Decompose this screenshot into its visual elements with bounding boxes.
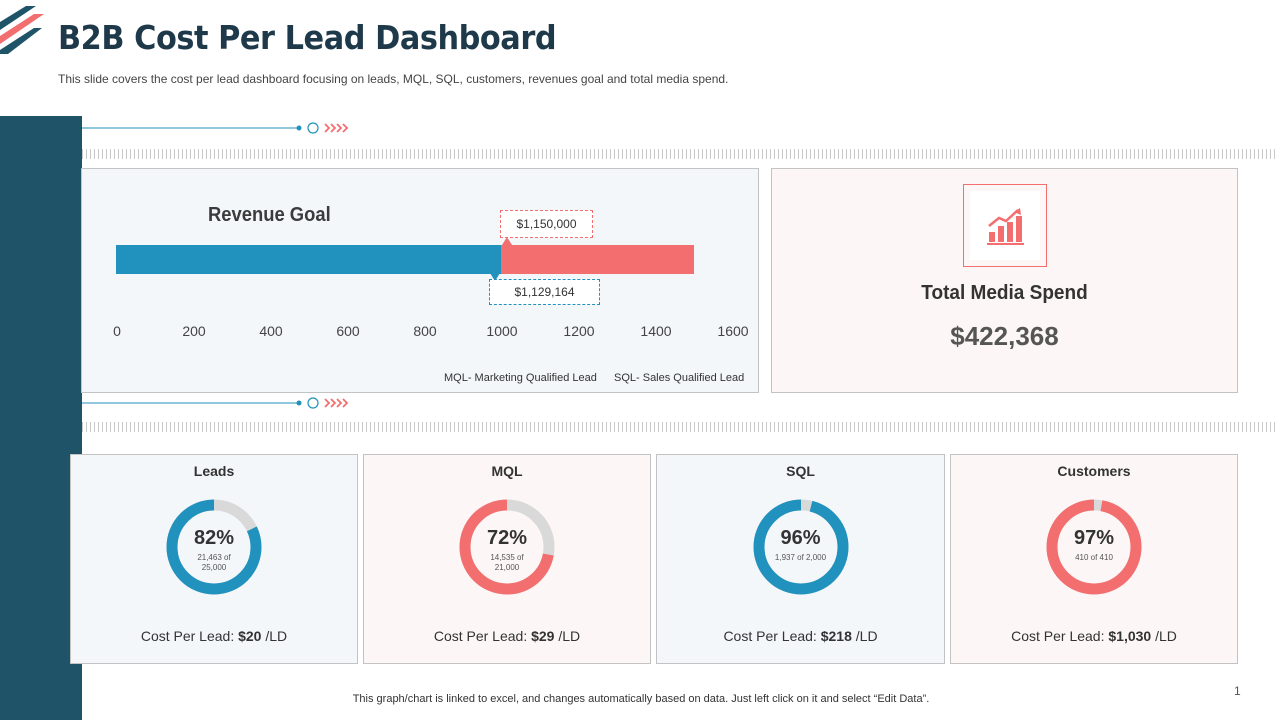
axis-tick-label: 600 bbox=[336, 323, 360, 339]
sql-definition: SQL- Sales Qualified Lead bbox=[614, 372, 745, 384]
logo-stripes-icon bbox=[0, 6, 44, 54]
progress-donut: 97% 410 of 410 bbox=[1044, 497, 1144, 597]
footer-note: This graph/chart is linked to excel, and… bbox=[352, 693, 930, 705]
revenue-bar-remaining[interactable] bbox=[501, 245, 694, 274]
donut-ring bbox=[166, 499, 262, 595]
kpi-card-sql[interactable]: SQL 96% 1,937 of 2,000 Cost Per Lead: $2… bbox=[656, 454, 945, 664]
kpi-title: SQL bbox=[786, 463, 815, 479]
kpi-title: MQL bbox=[491, 463, 523, 479]
donut-percent: 97% bbox=[1073, 527, 1115, 549]
axis-tick-label: 1200 bbox=[563, 323, 595, 339]
kpi-card-customers[interactable]: Customers 97% 410 of 410 Cost Per Lead: … bbox=[950, 454, 1238, 664]
media-spend-panel: Total Media Spend $422,368 bbox=[771, 168, 1238, 393]
sidebar-accent bbox=[0, 116, 82, 720]
connector-decoration bbox=[82, 395, 362, 411]
donut-percent: 96% bbox=[780, 527, 821, 549]
media-icon-frame bbox=[963, 184, 1047, 267]
media-spend-value: $422,368 bbox=[950, 321, 1059, 351]
donut-progress-arc bbox=[166, 499, 262, 595]
axis-tick-label: 1000 bbox=[486, 323, 518, 339]
revenue-bar-achieved[interactable] bbox=[116, 245, 501, 274]
donut-percent: 82% bbox=[193, 527, 235, 549]
kpi-card-leads[interactable]: Leads 82% 21,463 of 25,000 Cost Per Lead:… bbox=[70, 454, 358, 664]
revenue-goal-title: Revenue Goal bbox=[208, 204, 331, 226]
donut-progress-arc bbox=[753, 499, 848, 595]
page-title: B2B Cost Per Lead Dashboard bbox=[58, 18, 557, 57]
donut-detail: 1,937 of 2,000 bbox=[774, 553, 827, 562]
progress-donut: 72% 14,535 of 21,000 bbox=[457, 497, 557, 597]
donut-detail: 410 of 410 bbox=[1075, 553, 1113, 562]
hatch-divider bbox=[82, 422, 1278, 432]
revenue-goal-panel[interactable]: Revenue Goal $1,150,000 $1,129,164 0 200… bbox=[81, 168, 759, 393]
cost-per-lead: Cost Per Lead: $20 /LD bbox=[140, 628, 288, 644]
cost-per-lead: Cost Per Lead: $29 /LD bbox=[433, 628, 581, 644]
donut-detail: 14,535 of 21,000 bbox=[490, 553, 524, 572]
goal-marker-icon bbox=[502, 237, 512, 245]
progress-donut: 82% 21,463 of 25,000 bbox=[164, 497, 264, 597]
hatch-divider bbox=[82, 149, 1278, 159]
axis-tick-label: 800 bbox=[413, 323, 437, 339]
axis-tick-label: 1400 bbox=[640, 323, 672, 339]
donut-percent: 72% bbox=[486, 527, 528, 549]
axis-tick-label: 1600 bbox=[717, 323, 749, 339]
connector-decoration bbox=[82, 120, 362, 136]
page-subtitle: This slide covers the cost per lead dash… bbox=[58, 72, 729, 86]
donut-ring bbox=[459, 499, 555, 595]
revenue-actual-callout: $1,129,164 bbox=[489, 279, 600, 305]
kpi-title: Customers bbox=[1057, 463, 1131, 479]
cost-per-lead: Cost Per Lead: $1,030 /LD bbox=[1011, 628, 1177, 644]
media-spend-label: Total Media Spend bbox=[921, 282, 1088, 304]
page-number: 1 bbox=[1234, 684, 1241, 698]
axis-tick-label: 200 bbox=[182, 323, 206, 339]
donut-progress-arc bbox=[1046, 499, 1142, 595]
cost-per-lead: Cost Per Lead: $218 /LD bbox=[723, 628, 878, 644]
donut-progress-arc bbox=[459, 499, 555, 595]
donut-ring bbox=[1046, 499, 1142, 595]
axis-tick-label: 0 bbox=[113, 323, 121, 339]
progress-donut: 96% 1,937 of 2,000 bbox=[751, 497, 851, 597]
axis-tick-label: 400 bbox=[259, 323, 283, 339]
donut-detail: 21,463 of 25,000 bbox=[197, 553, 231, 572]
actual-marker-icon bbox=[490, 273, 500, 281]
mql-definition: MQL- Marketing Qualified Lead bbox=[444, 372, 597, 384]
kpi-card-mql[interactable]: MQL 72% 14,535 of 21,000 Cost Per Lead: $… bbox=[363, 454, 651, 664]
revenue-goal-callout: $1,150,000 bbox=[500, 210, 593, 238]
growth-chart-icon bbox=[987, 207, 1024, 245]
donut-ring bbox=[753, 499, 848, 595]
kpi-title: Leads bbox=[193, 463, 235, 479]
